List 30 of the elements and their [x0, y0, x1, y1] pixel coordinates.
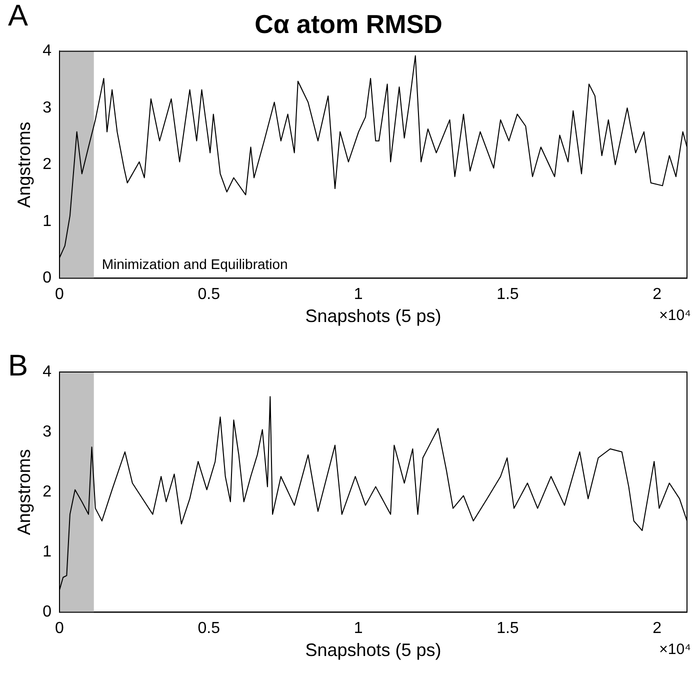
y-tick-label: 4	[42, 363, 52, 380]
y-tick-label: 0	[42, 270, 52, 287]
y-tick-label: 3	[42, 99, 52, 116]
x-tick-label: 0	[55, 286, 64, 304]
y-tick-label: 2	[42, 484, 52, 501]
x-tick-label: 0.5	[198, 286, 220, 304]
y-tick-label: 3	[42, 423, 52, 440]
x-tick-label: 1	[354, 620, 363, 638]
x-tick-label: 2	[652, 620, 662, 638]
x-tick-label: 2	[652, 286, 662, 304]
chart-title: Cα atom RMSD	[254, 8, 442, 39]
y-tick-label: 0	[42, 604, 52, 621]
y-tick-label: 1	[42, 544, 52, 561]
y-axis-title: Angstroms	[14, 122, 34, 208]
y-tick-label: 4	[42, 42, 52, 60]
x-tick-label: 0.5	[198, 620, 220, 638]
x-axis-title: Snapshots (5 ps)	[305, 640, 442, 660]
text: ×10⁴	[659, 306, 691, 324]
x-tick-label: 1	[354, 286, 363, 304]
text: ×10⁴	[659, 640, 691, 658]
band-label: Minimization and Equilibration	[102, 256, 288, 272]
y-tick-label: 1	[42, 212, 52, 230]
x-tick-label: 1.5	[496, 286, 519, 304]
text: A	[8, 0, 28, 32]
x-axis-title: Snapshots (5 ps)	[305, 306, 442, 326]
y-axis-title: Angstroms	[14, 449, 34, 536]
y-tick-label: 2	[42, 156, 52, 174]
text: B	[8, 349, 28, 382]
x-tick-label: 1.5	[496, 620, 519, 638]
x-tick-label: 0	[55, 620, 64, 638]
